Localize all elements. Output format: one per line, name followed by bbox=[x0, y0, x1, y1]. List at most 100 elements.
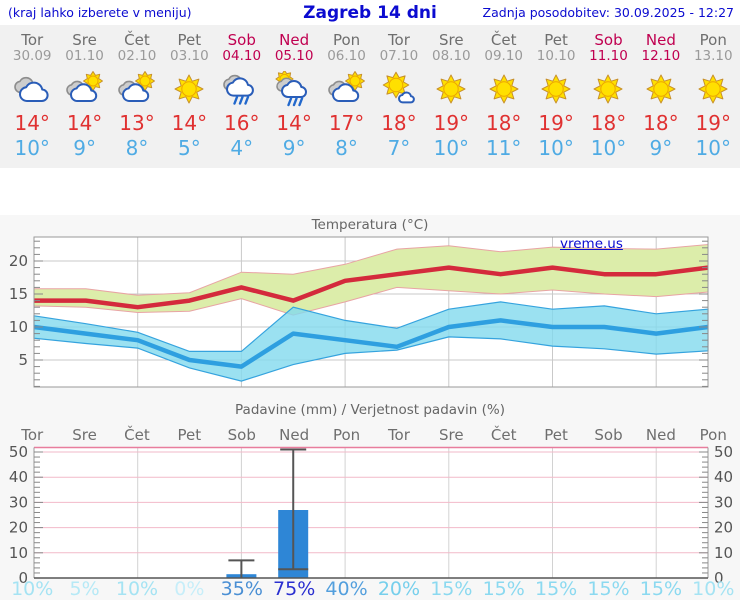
day-name: Ned bbox=[645, 31, 676, 49]
day-name: Pon bbox=[699, 31, 727, 49]
precip-day-label: Pet bbox=[544, 426, 568, 444]
svg-text:10: 10 bbox=[9, 544, 28, 562]
precipitation-chart: 0 0 10 10 20 20 30 30 40 40 50 50 bbox=[9, 446, 733, 587]
day-date: 11.10 bbox=[589, 47, 628, 64]
partly-cloudy-icon bbox=[326, 70, 368, 108]
forecast-day-column: Sob 11.10 18° 10° bbox=[582, 25, 634, 168]
precip-probability: 15% bbox=[534, 578, 578, 600]
precip-day-label: Čet bbox=[490, 426, 517, 444]
svg-text:50: 50 bbox=[9, 446, 28, 461]
partly-cloudy-icon bbox=[64, 70, 106, 108]
day-date: 12.10 bbox=[641, 47, 681, 64]
day-name: Pet bbox=[544, 31, 568, 49]
min-temp: 9° bbox=[73, 136, 96, 161]
max-temp: 19° bbox=[695, 111, 731, 136]
max-temp: 18° bbox=[590, 111, 627, 136]
min-temp: 9° bbox=[649, 136, 673, 161]
min-temp: 11° bbox=[485, 136, 522, 161]
precip-day-label: Pon bbox=[699, 426, 727, 444]
max-temp: 18° bbox=[381, 111, 417, 136]
forecast-day-column: Pet 03.10 14° 5° bbox=[163, 25, 215, 168]
max-temp: 18° bbox=[643, 111, 679, 136]
max-temp: 19° bbox=[538, 111, 574, 136]
svg-text:30: 30 bbox=[714, 493, 733, 511]
min-temp: 7° bbox=[387, 136, 411, 161]
precip-probability: 15% bbox=[482, 578, 525, 600]
precip-probability: 15% bbox=[430, 578, 473, 600]
day-date: 04.10 bbox=[222, 47, 262, 64]
day-name: Sob bbox=[227, 31, 256, 49]
precip-day-label: Tor bbox=[387, 426, 410, 444]
charts-section: Temperatura (°C) vreme.us 5 10 15 20 Padavi… bbox=[0, 215, 740, 600]
day-name: Sob bbox=[594, 31, 623, 49]
precip-probability: 15% bbox=[639, 578, 682, 600]
max-temp: 14° bbox=[171, 111, 208, 136]
sun-rain-icon bbox=[273, 70, 315, 108]
day-name: Čet bbox=[124, 31, 150, 49]
day-date: 08.10 bbox=[431, 47, 471, 64]
forecast-day-column: Tor 30.09 14° 10° bbox=[6, 25, 58, 168]
max-temp: 14° bbox=[276, 111, 312, 136]
forecast-day-column: Pon 13.10 19° 10° bbox=[687, 25, 739, 168]
day-date: 09.10 bbox=[484, 47, 524, 64]
sunny-icon bbox=[483, 70, 525, 108]
min-temp: 10° bbox=[590, 136, 627, 161]
precip-day-label: Sob bbox=[594, 426, 623, 444]
day-date: 10.10 bbox=[536, 47, 576, 64]
precip-day-label: Sre bbox=[72, 426, 97, 444]
sunny-icon bbox=[168, 70, 210, 108]
min-temp: 10° bbox=[538, 136, 574, 161]
day-date: 06.10 bbox=[327, 47, 366, 64]
svg-text:40: 40 bbox=[714, 468, 733, 486]
precip-probability: 20% bbox=[377, 578, 421, 600]
precip-probability: 15% bbox=[587, 578, 630, 600]
precip-day-label: Tor bbox=[21, 426, 44, 444]
svg-text:20: 20 bbox=[9, 519, 28, 537]
day-name: Pon bbox=[332, 31, 361, 49]
min-temp: 10° bbox=[14, 136, 50, 161]
forecast-day-column: Tor 07.10 18° 7° bbox=[373, 25, 425, 168]
day-name: Sre bbox=[439, 31, 464, 49]
svg-text:30: 30 bbox=[9, 493, 28, 511]
max-temp: 18° bbox=[485, 111, 522, 136]
location-hint: (kraj lahko izberete v meniju) bbox=[8, 5, 192, 20]
sunny-icon bbox=[692, 70, 734, 108]
forecast-day-column: Ned 05.10 14° 9° bbox=[268, 25, 320, 168]
precip-day-label: Sre bbox=[439, 426, 464, 444]
forecast-day-column: Čet 09.10 18° 11° bbox=[478, 25, 530, 168]
precip-probability: 75% bbox=[273, 578, 316, 600]
precip-probability: 10% bbox=[11, 578, 54, 600]
forecast-day-column: Pet 10.10 19° 10° bbox=[530, 25, 582, 168]
day-name: Čet bbox=[490, 31, 517, 49]
min-temp: 4° bbox=[230, 136, 254, 161]
max-temp: 14° bbox=[14, 111, 50, 136]
svg-text:0: 0 bbox=[714, 569, 724, 587]
forecast-day-column: Sre 01.10 14° 9° bbox=[58, 25, 110, 168]
svg-text:0: 0 bbox=[18, 569, 28, 587]
max-temp: 17° bbox=[328, 111, 365, 136]
forecast-day-column: Sob 04.10 16° 4° bbox=[216, 25, 268, 168]
day-date: 30.09 bbox=[12, 47, 52, 64]
precip-probability: 10% bbox=[115, 578, 159, 600]
min-temp: 8° bbox=[335, 136, 358, 161]
svg-text:50: 50 bbox=[714, 446, 733, 461]
page-header: (kraj lahko izberete v meniju) Zagreb 14… bbox=[0, 0, 740, 25]
max-temp: 19° bbox=[433, 111, 470, 136]
sunny-icon bbox=[587, 70, 629, 108]
sunny-icon bbox=[430, 70, 472, 108]
cloudy-icon bbox=[11, 70, 53, 108]
precip-day-label: Ned bbox=[279, 426, 310, 444]
precip-day-label: Ned bbox=[645, 426, 676, 444]
max-temp: 14° bbox=[66, 111, 103, 136]
forecast-day-column: Čet 02.10 13° 8° bbox=[111, 25, 163, 168]
day-date: 02.10 bbox=[117, 47, 157, 64]
precip-day-label: Pon bbox=[332, 426, 361, 444]
watermark-link[interactable]: vreme.us bbox=[560, 236, 623, 252]
temperature-chart-title: Temperatura (°C) bbox=[311, 217, 429, 233]
day-name: Tor bbox=[387, 31, 410, 49]
day-date: 03.10 bbox=[170, 47, 209, 64]
precip-probability: 0% bbox=[174, 578, 205, 600]
precip-probability: 5% bbox=[69, 578, 100, 600]
mostly-sunny-icon bbox=[378, 70, 420, 108]
max-temp: 13° bbox=[119, 111, 155, 136]
